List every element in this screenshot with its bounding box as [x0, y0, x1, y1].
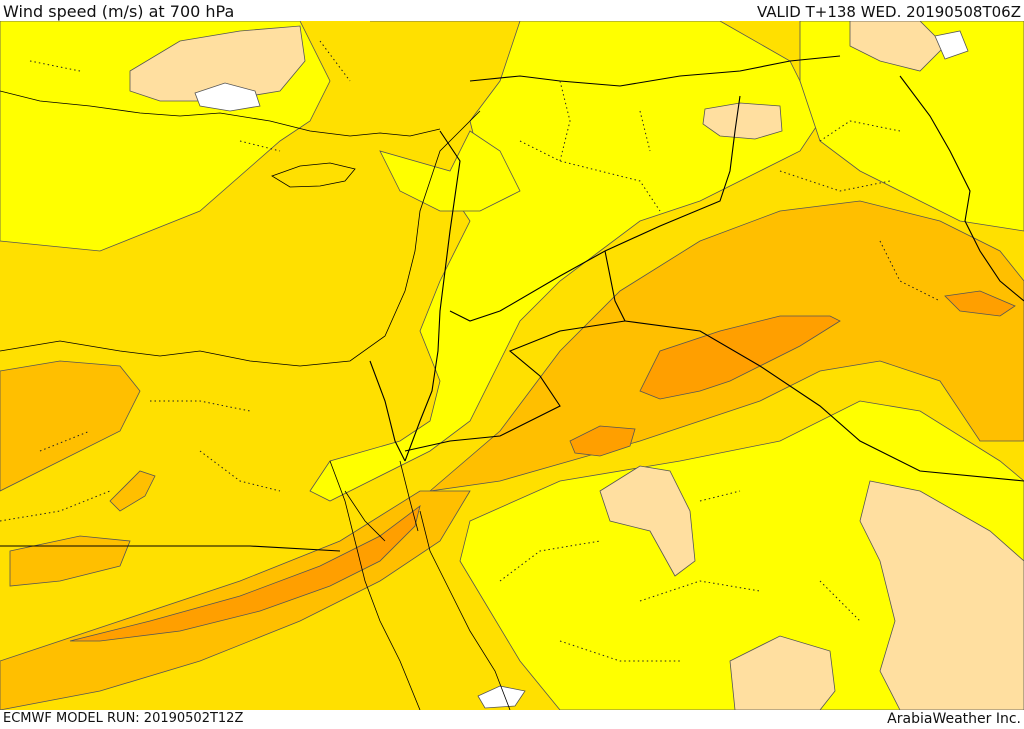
- wind-speed-map: .f-yellow { fill: #ffff00; } .f-gold { f…: [0, 21, 1024, 710]
- border-turkey-syria: [469, 55, 841, 87]
- field-orange-libya: [9, 535, 131, 587]
- border-syria-iraq: [499, 95, 741, 312]
- field-orange-west-coast: [0, 360, 141, 492]
- field-darkorange-core-sinai: [69, 505, 421, 642]
- header-bar: Wind speed (m/s) at 700 hPa VALID T+138 …: [0, 0, 1024, 21]
- model-run: ECMWF MODEL RUN: 20190502T12Z: [3, 711, 244, 726]
- field-weak-turkey: [129, 25, 306, 102]
- border-levant: [404, 130, 461, 462]
- field-darkorange-core-east: [639, 315, 841, 400]
- coastline-gulf-of-suez: [344, 490, 386, 542]
- valid-time: VALID T+138 WED. 20190508T06Z: [756, 3, 1021, 21]
- footer-bar: ECMWF MODEL RUN: 20190502T12Z ArabiaWeat…: [0, 710, 1024, 729]
- border-iraq-saudi: [624, 320, 1024, 482]
- field-darkorange-patch-east: [944, 290, 1016, 317]
- field-weak-syria: [702, 102, 783, 140]
- field-yellow-southeast: [459, 400, 1024, 710]
- field-yellow-east: [799, 21, 1024, 232]
- border-egypt-israel: [369, 360, 406, 462]
- field-weak-saudi-south: [729, 635, 836, 710]
- provinces-saudi: [499, 490, 861, 662]
- field-weak-iraq-east: [849, 21, 946, 72]
- coastline-red-sea-west: [329, 460, 421, 710]
- map-title: Wind speed (m/s) at 700 hPa: [3, 2, 235, 21]
- border-jordan-saudi: [404, 250, 626, 452]
- field-darkorange-patch-center: [569, 425, 636, 457]
- field-weak-saudi-east: [859, 480, 1024, 710]
- coastline-mediterranean: [0, 110, 481, 367]
- coastline-red-sea-east: [419, 510, 511, 710]
- provinces-iraq: [779, 120, 941, 302]
- provinces-egypt: [0, 400, 281, 522]
- credit: ArabiaWeather Inc.: [887, 711, 1021, 727]
- field-calm-northeast: [934, 30, 969, 60]
- coastline-turkey-south: [0, 90, 441, 137]
- field-yellow-north-levant: [379, 130, 521, 212]
- border-iraq-iran: [899, 75, 1024, 302]
- coastline-gulf-of-aqaba: [399, 460, 419, 532]
- field-orange-delta: [109, 470, 156, 512]
- coastline-cyprus: [271, 162, 356, 188]
- border-egypt-sudan: [0, 545, 341, 552]
- field-calm-redsea: [477, 685, 526, 709]
- provinces-syria: [519, 80, 661, 212]
- provinces-turkey: [29, 40, 351, 152]
- field-weak-saudi-central: [599, 465, 696, 577]
- field-calm-anatolia: [194, 82, 261, 112]
